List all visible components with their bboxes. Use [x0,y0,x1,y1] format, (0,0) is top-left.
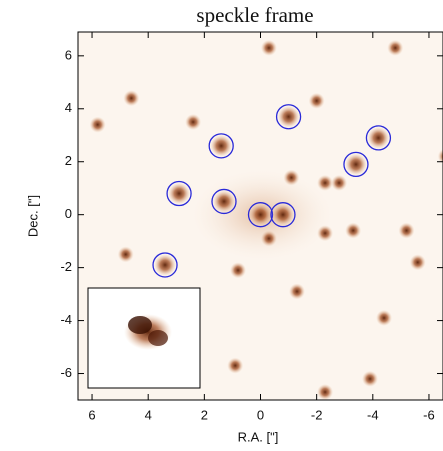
inset-blob [128,316,152,334]
x-tick-label: -4 [367,407,379,422]
star [168,182,191,205]
marker-circle [275,104,302,130]
star [283,169,300,186]
star [213,190,235,213]
marker-circle [270,202,296,228]
marker-circle [152,252,178,278]
star [362,370,378,387]
y-axis-label: Dec. ["] [25,195,40,237]
x-tick-label: 6 [88,407,95,422]
y-tick-label: 0 [65,206,72,221]
star [123,90,140,107]
star [331,174,348,191]
y-tick-label: -4 [60,312,72,327]
x-tick-label: 0 [257,407,264,422]
star [260,230,277,247]
x-axis-label: R.A. ["] [238,429,279,444]
marker-circle [208,133,234,159]
marker-circle [166,180,192,207]
star [398,222,415,239]
star [345,222,362,239]
x-tick-label: -2 [311,407,323,422]
star [317,174,334,191]
star [227,357,244,374]
star [344,153,367,176]
star [317,384,334,400]
star [277,105,300,128]
star [249,203,272,226]
x-tick-label: -6 [423,407,435,422]
star [367,126,390,149]
inset [87,287,201,389]
star [409,254,426,271]
star [376,309,393,326]
star [289,283,305,300]
y-tick-label: -6 [60,365,72,380]
star [271,203,294,226]
marker-circle [211,188,237,215]
y-tick-label: 2 [65,153,72,168]
star [317,225,334,242]
star [437,148,443,164]
chart-title: speckle frame [196,3,313,27]
star [308,92,325,109]
y-tick-label: 4 [65,100,72,115]
star [210,134,233,157]
star [117,246,134,263]
star [387,39,404,56]
star [185,114,202,131]
marker-circle [343,151,369,178]
star [260,39,277,56]
inset-blob [148,330,168,346]
star [154,253,177,276]
star [230,262,247,279]
y-tick-label: 6 [65,47,72,62]
marker-circle [365,125,392,151]
star [89,116,106,133]
y-tick-label: -2 [60,259,72,274]
x-tick-label: 4 [145,407,152,422]
x-tick-label: 2 [201,407,208,422]
